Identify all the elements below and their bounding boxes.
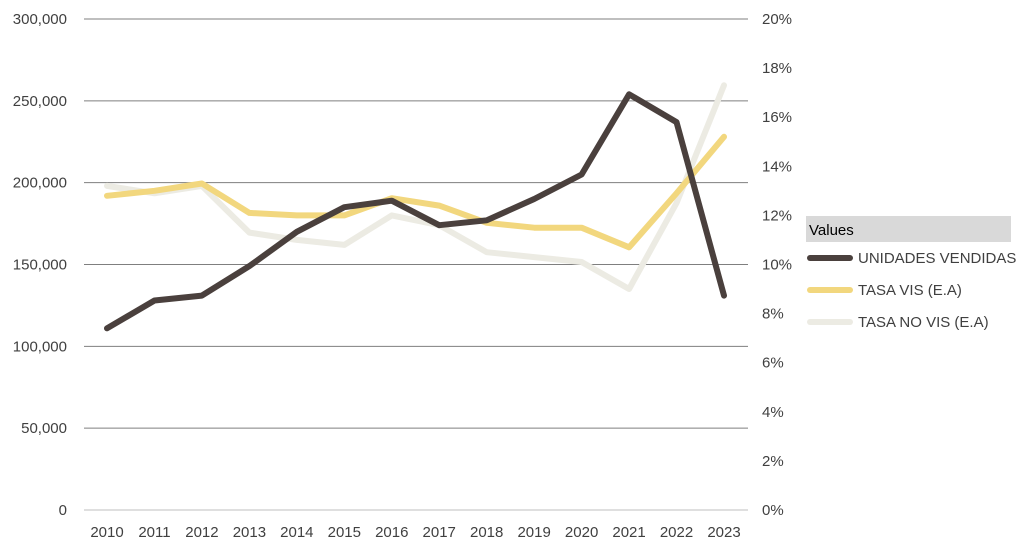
right-tick-label: 4% (762, 404, 784, 421)
series-line-0 (104, 91, 727, 332)
left-tick-label: 50,000 (21, 420, 67, 437)
x-tick-label: 2018 (470, 524, 503, 541)
series-line-1 (104, 133, 727, 251)
left-tick-label: 0 (59, 502, 67, 519)
x-tick-label: 2019 (517, 524, 550, 541)
left-tick-label: 300,000 (13, 11, 67, 28)
right-tick-label: 18% (762, 60, 792, 77)
x-tick-label: 2010 (90, 524, 123, 541)
right-tick-label: 14% (762, 158, 792, 175)
x-tick-label: 2016 (375, 524, 408, 541)
x-tick-label: 2015 (328, 524, 361, 541)
right-tick-label: 16% (762, 109, 792, 126)
right-tick-label: 0% (762, 502, 784, 519)
x-tick-label: 2017 (423, 524, 456, 541)
series-line-2 (104, 82, 727, 292)
x-tick-label: 2012 (185, 524, 218, 541)
x-tick-label: 2014 (280, 524, 313, 541)
legend-label: UNIDADES VENDIDAS (858, 250, 1016, 267)
left-tick-label: 150,000 (13, 257, 67, 274)
right-tick-label: 12% (762, 207, 792, 224)
right-axis-ticks: 0% 2% 4% 6% 8% 10% 12% 14% 16% 18% 20% (762, 11, 792, 519)
gridlines (84, 18, 748, 511)
legend-title-background (806, 216, 1011, 242)
x-tick-label: 2013 (233, 524, 266, 541)
right-tick-label: 10% (762, 257, 792, 274)
series-lines (104, 82, 727, 332)
right-tick-label: 2% (762, 453, 784, 470)
x-tick-label: 2020 (565, 524, 598, 541)
x-axis-ticks: 2010 2011 2012 2013 2014 2015 2016 2017 2018 2019… (90, 524, 740, 541)
x-tick-label: 2022 (660, 524, 693, 541)
left-tick-label: 200,000 (13, 175, 67, 192)
x-tick-label: 2023 (707, 524, 740, 541)
left-tick-label: 100,000 (13, 338, 67, 355)
x-tick-label: 2011 (138, 524, 170, 541)
legend-label: TASA NO VIS (E.A) (858, 314, 989, 331)
right-tick-label: 6% (762, 355, 784, 372)
left-tick-label: 250,000 (13, 93, 67, 110)
left-axis-ticks: 0 50,000 100,000 150,000 200,000 250,000 300,0… (13, 11, 67, 519)
right-tick-label: 20% (762, 11, 792, 28)
right-tick-label: 8% (762, 306, 784, 323)
x-tick-label: 2021 (612, 524, 645, 541)
legend-title: Values (809, 222, 854, 239)
legend-label: TASA VIS (E.A) (858, 282, 962, 299)
